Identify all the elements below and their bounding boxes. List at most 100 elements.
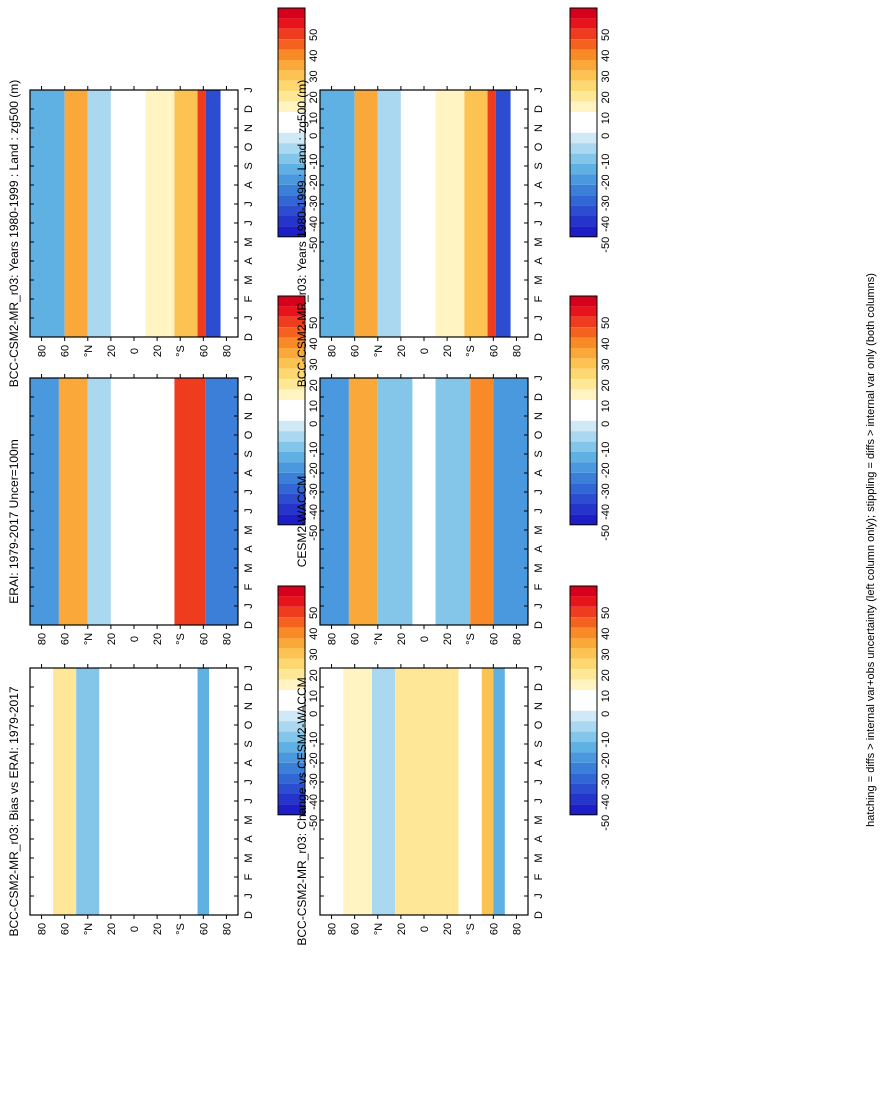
- colorbar-swatch: [278, 410, 305, 421]
- lat-label: 0: [419, 348, 431, 354]
- time-label: F: [533, 873, 545, 880]
- band: [58, 378, 88, 625]
- time-label: J: [243, 375, 255, 381]
- lat-label: °S: [465, 345, 477, 357]
- colorbar-swatch: [278, 648, 305, 659]
- colorbar-frame: [277, 7, 306, 238]
- time-label: J: [533, 87, 545, 93]
- colorbar-swatch: [278, 493, 305, 504]
- time-label: D: [533, 683, 545, 691]
- band: [487, 90, 496, 337]
- lat-label: 60: [60, 923, 72, 935]
- lat-label: 60: [488, 345, 500, 357]
- time-label: A: [533, 257, 545, 265]
- time-label: O: [533, 142, 545, 151]
- colorbar-swatch: [570, 195, 597, 206]
- colorbar-swatch: [570, 420, 597, 432]
- colorbar-swatch: [570, 638, 597, 649]
- colorbar-swatch: [570, 60, 597, 71]
- colorbar-label: 30: [600, 70, 612, 82]
- colorbar-label: 50: [308, 29, 320, 41]
- colorbar-label: 30: [308, 70, 320, 82]
- band: [481, 668, 494, 915]
- lat-label: °S: [175, 923, 187, 935]
- colorbar-label: 20: [308, 669, 320, 681]
- colorbar-swatch: [278, 669, 305, 680]
- time-label: J: [533, 375, 545, 381]
- time-label: A: [243, 257, 255, 265]
- colorbar-swatch: [278, 804, 305, 815]
- colorbar-label: -30: [308, 195, 320, 211]
- band: [435, 378, 471, 625]
- colorbar-frame: [277, 585, 306, 816]
- time-label: D: [243, 333, 255, 341]
- colorbar-swatch: [278, 122, 305, 133]
- colorbar-swatch: [570, 91, 597, 102]
- colorbar-swatch: [570, 648, 597, 659]
- colorbar-swatch: [278, 762, 305, 774]
- lat-label: 20: [396, 345, 408, 357]
- colorbar-label: -40: [308, 794, 320, 810]
- lat-label: 80: [221, 923, 233, 935]
- colorbar-swatch: [570, 410, 597, 421]
- colorbar-swatch: [570, 700, 597, 711]
- colorbar-swatch: [278, 226, 305, 237]
- chart-title: BCC-CSM2-MR_r03: Years 1980-1999 : Land …: [7, 80, 21, 387]
- colorbar-swatch: [278, 721, 305, 732]
- band: [320, 668, 344, 915]
- band: [30, 668, 54, 915]
- time-label: F: [243, 873, 255, 880]
- colorbar-swatch: [278, 586, 305, 597]
- colorbar-label: -50: [308, 237, 320, 253]
- colorbar-swatch: [570, 627, 597, 638]
- colorbar-swatch: [570, 122, 597, 133]
- colorbar-swatch: [570, 742, 597, 753]
- lat-label: 0: [129, 348, 141, 354]
- colorbar-swatch: [278, 441, 305, 452]
- lat-label: 20: [152, 923, 164, 935]
- lat-label: 60: [198, 633, 210, 645]
- colorbar-swatch: [278, 752, 305, 763]
- colorbar-swatch: [570, 348, 597, 359]
- band: [168, 668, 198, 915]
- lat-label: 60: [350, 345, 362, 357]
- chart-title: ERAI: 1979-2017 Uncer=100m: [7, 439, 21, 603]
- time-label: S: [533, 162, 545, 169]
- colorbar-label: -50: [308, 525, 320, 541]
- lat-label: °S: [465, 633, 477, 645]
- time-label: J: [533, 665, 545, 671]
- band: [412, 378, 436, 625]
- colorbar-label: -20: [600, 174, 612, 190]
- time-label: M: [533, 237, 545, 246]
- lat-label: °N: [373, 923, 385, 935]
- time-label: N: [533, 412, 545, 420]
- time-label: S: [243, 450, 255, 457]
- colorbar-label: 10: [308, 112, 320, 124]
- lat-label: 20: [396, 633, 408, 645]
- lat-label: 20: [106, 923, 118, 935]
- band: [493, 378, 528, 625]
- time-label: J: [533, 893, 545, 899]
- lat-label: 80: [327, 633, 339, 645]
- colorbar-swatch: [278, 472, 305, 484]
- colorbar-swatch: [570, 216, 597, 227]
- band: [504, 668, 528, 915]
- colorbar-label: -30: [600, 195, 612, 211]
- time-label: A: [243, 469, 255, 477]
- time-label: J: [533, 489, 545, 495]
- band: [30, 90, 65, 337]
- colorbar-swatch: [570, 153, 597, 164]
- band: [510, 90, 528, 337]
- band: [110, 90, 146, 337]
- time-label: A: [243, 545, 255, 553]
- colorbar-frame: [569, 7, 598, 238]
- colorbar-swatch: [278, 316, 305, 328]
- colorbar-swatch: [570, 368, 597, 380]
- colorbar-swatch: [278, 132, 305, 144]
- colorbar-label: -40: [600, 794, 612, 810]
- colorbar-label: -40: [308, 216, 320, 232]
- band: [458, 668, 482, 915]
- colorbar-swatch: [570, 452, 597, 463]
- colorbar-swatch: [278, 400, 305, 411]
- time-label: J: [243, 893, 255, 899]
